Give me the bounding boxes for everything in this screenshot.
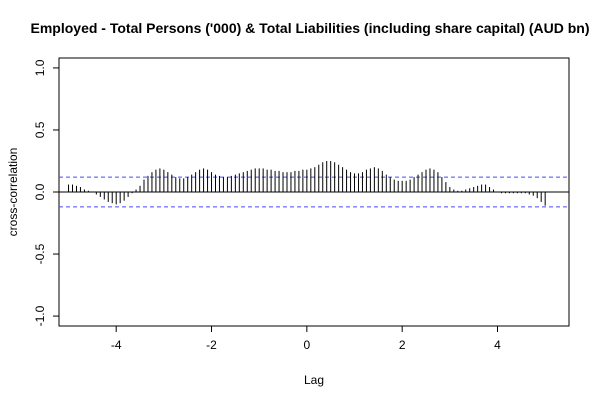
x-axis: -4 -2 0 2 4 xyxy=(111,325,501,352)
y-axis: -1.0 -0.5 0.0 0.5 1.0 xyxy=(33,59,60,326)
x-tick-label: 4 xyxy=(494,338,501,352)
x-tick-label: -4 xyxy=(111,338,122,352)
x-axis-label: Lag xyxy=(304,373,324,387)
correlation-bars xyxy=(68,160,546,206)
y-tick-label: 1.0 xyxy=(33,59,47,76)
y-axis-label: cross-correlation xyxy=(6,148,20,237)
y-tick-label: -1.0 xyxy=(33,305,47,326)
y-tick-label: 0.0 xyxy=(33,183,47,200)
x-tick-label: 2 xyxy=(399,338,406,352)
y-tick-label: -0.5 xyxy=(33,243,47,264)
x-tick-label: -2 xyxy=(206,338,217,352)
y-tick-label: 0.5 xyxy=(33,121,47,138)
x-tick-label: 0 xyxy=(304,338,311,352)
chart-title: Employed - Total Persons ('000) & Total … xyxy=(31,20,590,36)
